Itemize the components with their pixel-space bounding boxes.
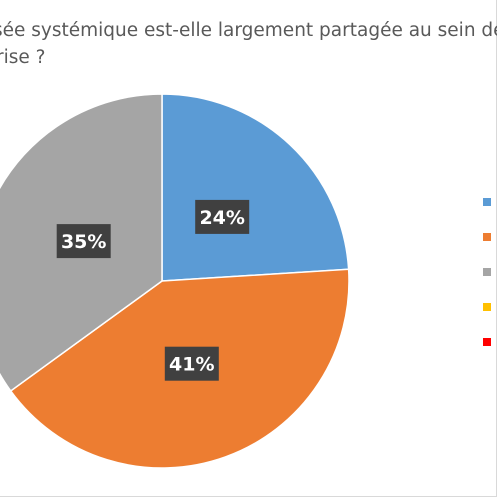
pie-data-label-2: 35% — [56, 224, 111, 259]
legend-swatch-1 — [483, 233, 491, 241]
pie-data-label-text-2: 35% — [61, 231, 106, 253]
chart-title-line-1: sée systémique est-elle largement partag… — [0, 20, 497, 41]
pie-data-label-text-1: 41% — [169, 354, 214, 376]
pie-data-label-1: 41% — [164, 346, 219, 381]
pie-data-label-0: 24% — [195, 199, 250, 234]
legend-swatch-4 — [483, 338, 491, 346]
pie-data-label-box-0 — [195, 199, 250, 234]
chart-title: sée systémique est-elle largement partag… — [0, 18, 497, 78]
chart-title-line-2: rise ? — [0, 47, 46, 68]
legend-item-0 — [480, 195, 494, 209]
pie-data-label-box-2 — [56, 224, 111, 259]
legend-item-1 — [480, 230, 494, 244]
pie-data-label-text-0: 24% — [199, 207, 244, 229]
legend-item-4 — [480, 335, 494, 349]
legend-item-2 — [480, 265, 494, 279]
legend-swatch-3 — [483, 303, 491, 311]
legend-swatch-0 — [483, 198, 491, 206]
legend-swatch-2 — [483, 268, 491, 276]
legend-item-3 — [480, 300, 494, 314]
pie-slice-0 — [161, 93, 350, 282]
pie-data-label-box-1 — [164, 346, 219, 381]
